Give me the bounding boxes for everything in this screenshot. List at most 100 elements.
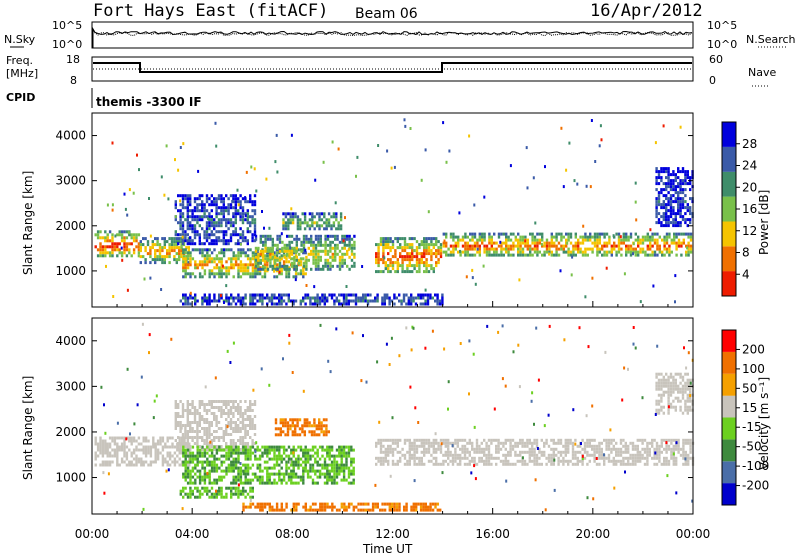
data-cell [198, 203, 201, 207]
data-cell [196, 460, 199, 464]
data-cell [553, 244, 556, 248]
data-cell [229, 194, 233, 198]
data-cell [681, 390, 685, 394]
data-cell [593, 459, 596, 463]
data-cell [637, 244, 640, 248]
data-cell [263, 254, 267, 258]
data-cell [605, 232, 609, 236]
data-cell [485, 250, 489, 254]
scatter-cell [634, 181, 637, 185]
data-cell [543, 441, 546, 445]
data-cell [413, 456, 416, 460]
data-cell [182, 260, 185, 264]
data-cell [182, 475, 185, 479]
data-cell [593, 447, 596, 451]
data-cell [406, 267, 409, 271]
data-cell [154, 237, 157, 241]
data-cell [432, 252, 435, 256]
data-cell [343, 261, 346, 265]
data-cell [237, 209, 240, 213]
data-cell [677, 390, 680, 394]
data-cell [186, 209, 189, 213]
data-cell [310, 430, 314, 434]
data-cell [215, 418, 218, 421]
data-cell [473, 456, 476, 460]
data-cell [239, 448, 242, 451]
data-cell [672, 179, 675, 183]
data-cell [261, 296, 264, 300]
data-cell [128, 242, 131, 246]
data-cell [281, 246, 284, 250]
data-cell [184, 293, 187, 297]
data-cell [540, 462, 543, 466]
data-cell [189, 209, 192, 213]
data-cell [353, 240, 356, 244]
data-cell [203, 481, 207, 485]
data-cell [299, 475, 303, 479]
data-cell [179, 448, 182, 451]
data-cell [213, 436, 216, 439]
data-cell [413, 249, 416, 253]
data-cell [679, 203, 682, 207]
data-cell [350, 249, 354, 253]
data-cell [512, 253, 515, 257]
data-cell [237, 448, 240, 452]
data-cell [179, 430, 182, 433]
data-cell [406, 252, 409, 256]
data-cell [208, 260, 211, 264]
data-cell [198, 236, 201, 240]
data-cell [681, 206, 685, 210]
data-cell [622, 450, 625, 454]
data-cell [225, 209, 228, 213]
y-tick-label: 4000 [55, 129, 86, 143]
data-cell [309, 448, 312, 452]
data-cell [229, 236, 233, 240]
data-cell [194, 260, 197, 264]
data-cell [246, 445, 249, 448]
data-cell [262, 255, 265, 259]
data-cell [521, 450, 524, 454]
data-cell [672, 194, 675, 198]
data-cell [319, 243, 322, 247]
data-cell [411, 447, 414, 451]
data-cell [163, 237, 166, 241]
data-cell [478, 244, 481, 248]
data-cell [521, 235, 525, 239]
data-cell [104, 239, 107, 243]
data-cell [567, 459, 570, 463]
data-cell [679, 375, 682, 379]
data-cell [686, 206, 689, 210]
data-cell [526, 462, 529, 466]
data-cell [218, 296, 221, 300]
data-cell [99, 451, 102, 455]
scatter-cell [459, 249, 461, 253]
data-cell [208, 495, 211, 499]
data-cell [294, 457, 298, 461]
data-cell [674, 372, 677, 376]
data-cell [151, 240, 154, 244]
data-cell [419, 296, 422, 300]
data-cell [139, 246, 142, 250]
data-cell [104, 248, 107, 252]
data-cell [669, 384, 673, 388]
data-cell [181, 224, 185, 228]
data-cell [191, 454, 195, 458]
data-cell [620, 253, 623, 257]
data-cell [170, 240, 174, 244]
data-cell [657, 191, 661, 195]
data-cell [444, 450, 447, 454]
data-cell [523, 459, 527, 463]
data-cell [218, 478, 221, 482]
data-cell [306, 454, 310, 458]
data-cell [191, 227, 194, 231]
data-cell [326, 243, 330, 247]
noise-tick-bottom: 10^0 [52, 38, 82, 51]
data-cell [177, 442, 180, 445]
data-cell [96, 442, 100, 446]
data-cell [198, 403, 201, 406]
data-cell [641, 238, 645, 242]
data-cell [543, 241, 546, 245]
data-cell [208, 236, 211, 240]
data-cell [294, 463, 298, 467]
data-cell [244, 266, 247, 270]
